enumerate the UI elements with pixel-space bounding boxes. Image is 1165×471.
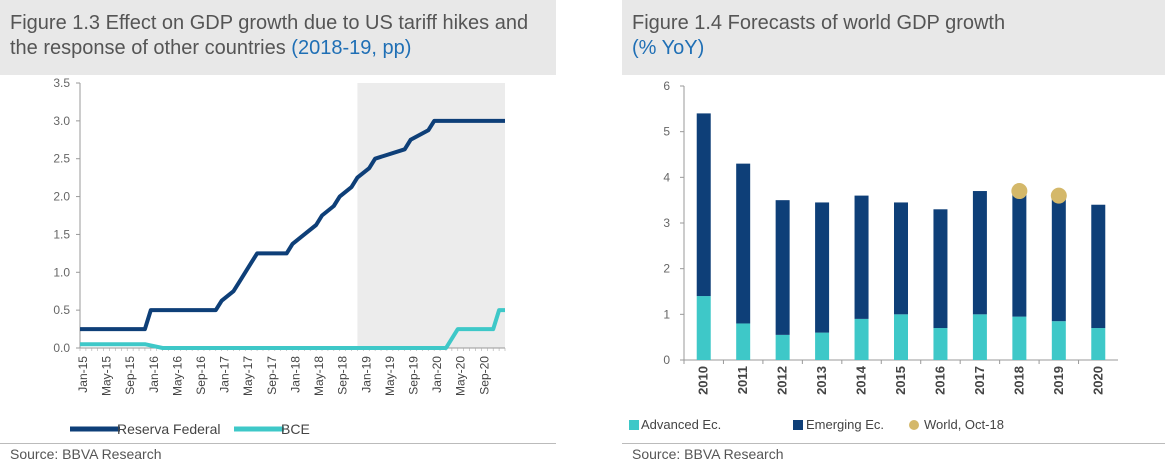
divider xyxy=(622,443,1165,444)
y-tick-label: 0 xyxy=(663,353,670,367)
x-tick-label: May-17 xyxy=(241,356,255,396)
x-tick-label: 2014 xyxy=(854,365,869,395)
bar-emerging xyxy=(933,209,948,329)
x-tick-label: 2020 xyxy=(1090,366,1105,395)
title-accent: (% YoY) xyxy=(632,37,705,59)
x-tick-label: May-19 xyxy=(383,356,397,396)
bar-advanced xyxy=(1012,316,1027,360)
x-tick-label: Sep-18 xyxy=(336,356,350,395)
bar-advanced xyxy=(933,328,948,360)
x-tick-label: 2019 xyxy=(1051,366,1066,395)
bar-advanced xyxy=(775,334,790,360)
x-tick-label: Sep-20 xyxy=(477,356,491,395)
title-main: Figure 1.3 Effect on GDP growth due to U… xyxy=(10,12,529,59)
x-tick-label: May-20 xyxy=(454,356,468,396)
chart-title: Figure 1.4 Forecasts of world GDP growth… xyxy=(622,0,1165,75)
legend-label: World, Oct-18 xyxy=(924,417,1004,432)
y-tick-label: 1.0 xyxy=(53,265,70,279)
bar-chart: 0 1 2 3 4 5 6 2010 2011 2012 2013 2014 2015 2016 2017 2… xyxy=(629,79,1118,432)
x-tick-label: 2011 xyxy=(735,366,750,394)
x-tick-label: 2017 xyxy=(972,366,987,395)
x-tick-label: May-18 xyxy=(312,356,326,396)
y-tick-label: 2 xyxy=(663,262,670,276)
y-tick-label: 0.5 xyxy=(53,303,70,317)
y-tick-label: 3.0 xyxy=(53,114,70,128)
x-tick-label: Jan-18 xyxy=(288,356,302,393)
x-tick-label: 2015 xyxy=(893,366,908,395)
bar-advanced xyxy=(1091,328,1106,360)
x-tick-label: Sep-17 xyxy=(265,356,279,395)
bar-emerging xyxy=(1051,195,1066,322)
x-tick-label: 2012 xyxy=(775,366,790,395)
gdp-forecast-panel: Figure 1.4 Forecasts of world GDP growth… xyxy=(622,0,1165,471)
series-line-bce xyxy=(80,308,505,350)
legend-label: Reserva Federal xyxy=(117,421,221,437)
y-tick-label: 4 xyxy=(663,170,670,184)
y-tick-label: 6 xyxy=(663,79,670,93)
x-tick-label: 2013 xyxy=(814,366,829,395)
x-tick-label: Jan-19 xyxy=(359,356,373,393)
divider xyxy=(0,443,556,444)
bar-advanced xyxy=(854,318,869,360)
bar-advanced xyxy=(696,296,711,360)
x-tick-label: Jan-20 xyxy=(430,356,444,393)
bar-emerging xyxy=(696,113,711,297)
x-tick-label: May-16 xyxy=(170,356,184,396)
x-tick-label: Jan-15 xyxy=(76,356,90,393)
bar-emerging xyxy=(736,163,751,324)
x-tick-label: 2010 xyxy=(696,366,711,395)
bar-emerging xyxy=(972,191,987,315)
bar-emerging xyxy=(775,200,790,335)
legend-swatch xyxy=(793,420,803,430)
y-tick-label: 5 xyxy=(663,125,670,139)
series-line-reserva-federal xyxy=(80,118,505,332)
bar-emerging xyxy=(854,195,869,319)
x-tick-label: Sep-15 xyxy=(123,356,137,395)
y-tick-label: 0.0 xyxy=(53,341,70,355)
x-tick-label: May-15 xyxy=(100,356,114,396)
source-note: Source: BBVA Research xyxy=(10,446,162,462)
world-marker xyxy=(1011,183,1028,200)
bar-emerging xyxy=(1012,191,1027,317)
y-tick-label: 3.5 xyxy=(53,76,70,90)
x-tick-label: Sep-16 xyxy=(194,356,208,395)
y-tick-label: 3 xyxy=(663,216,670,230)
line-chart: 0.0 0.5 1.0 1.5 2.0 2.5 3.0 3.5 Jan-15 May-15 Sep-… xyxy=(53,76,506,437)
y-tick-label: 1.5 xyxy=(53,227,70,241)
bar-advanced xyxy=(736,323,751,360)
y-tick-label: 2.5 xyxy=(53,152,70,166)
x-tick-label: 2016 xyxy=(932,366,947,395)
bar-advanced xyxy=(894,314,908,360)
world-marker xyxy=(1050,187,1067,204)
source-note: Source: BBVA Research xyxy=(632,446,784,462)
x-tick-label: Jan-16 xyxy=(147,356,161,393)
legend-swatch xyxy=(909,420,919,430)
x-tick-label: Sep-19 xyxy=(407,356,421,395)
y-tick-label: 1 xyxy=(663,307,670,321)
legend-label: Advanced Ec. xyxy=(641,417,721,432)
legend-swatch xyxy=(629,420,639,430)
gdp-effect-panel: Figure 1.3 Effect on GDP growth due to U… xyxy=(0,0,556,471)
bar-advanced xyxy=(815,332,830,360)
bar-advanced xyxy=(972,314,987,360)
x-tick-label: 2018 xyxy=(1011,366,1026,395)
legend-label: BCE xyxy=(281,421,310,437)
chart-title: Figure 1.3 Effect on GDP growth due to U… xyxy=(0,0,556,75)
bar-advanced xyxy=(1051,321,1066,360)
bar-emerging xyxy=(1091,204,1106,329)
bar-emerging xyxy=(894,202,908,315)
y-tick-label: 2.0 xyxy=(53,190,70,204)
title-accent: (2018-19, pp) xyxy=(291,37,412,59)
bar-emerging xyxy=(815,202,830,333)
legend-label: Emerging Ec. xyxy=(806,417,884,432)
title-main: Figure 1.4 Forecasts of world GDP growth xyxy=(632,12,1006,34)
x-tick-label: Jan-17 xyxy=(218,356,232,393)
